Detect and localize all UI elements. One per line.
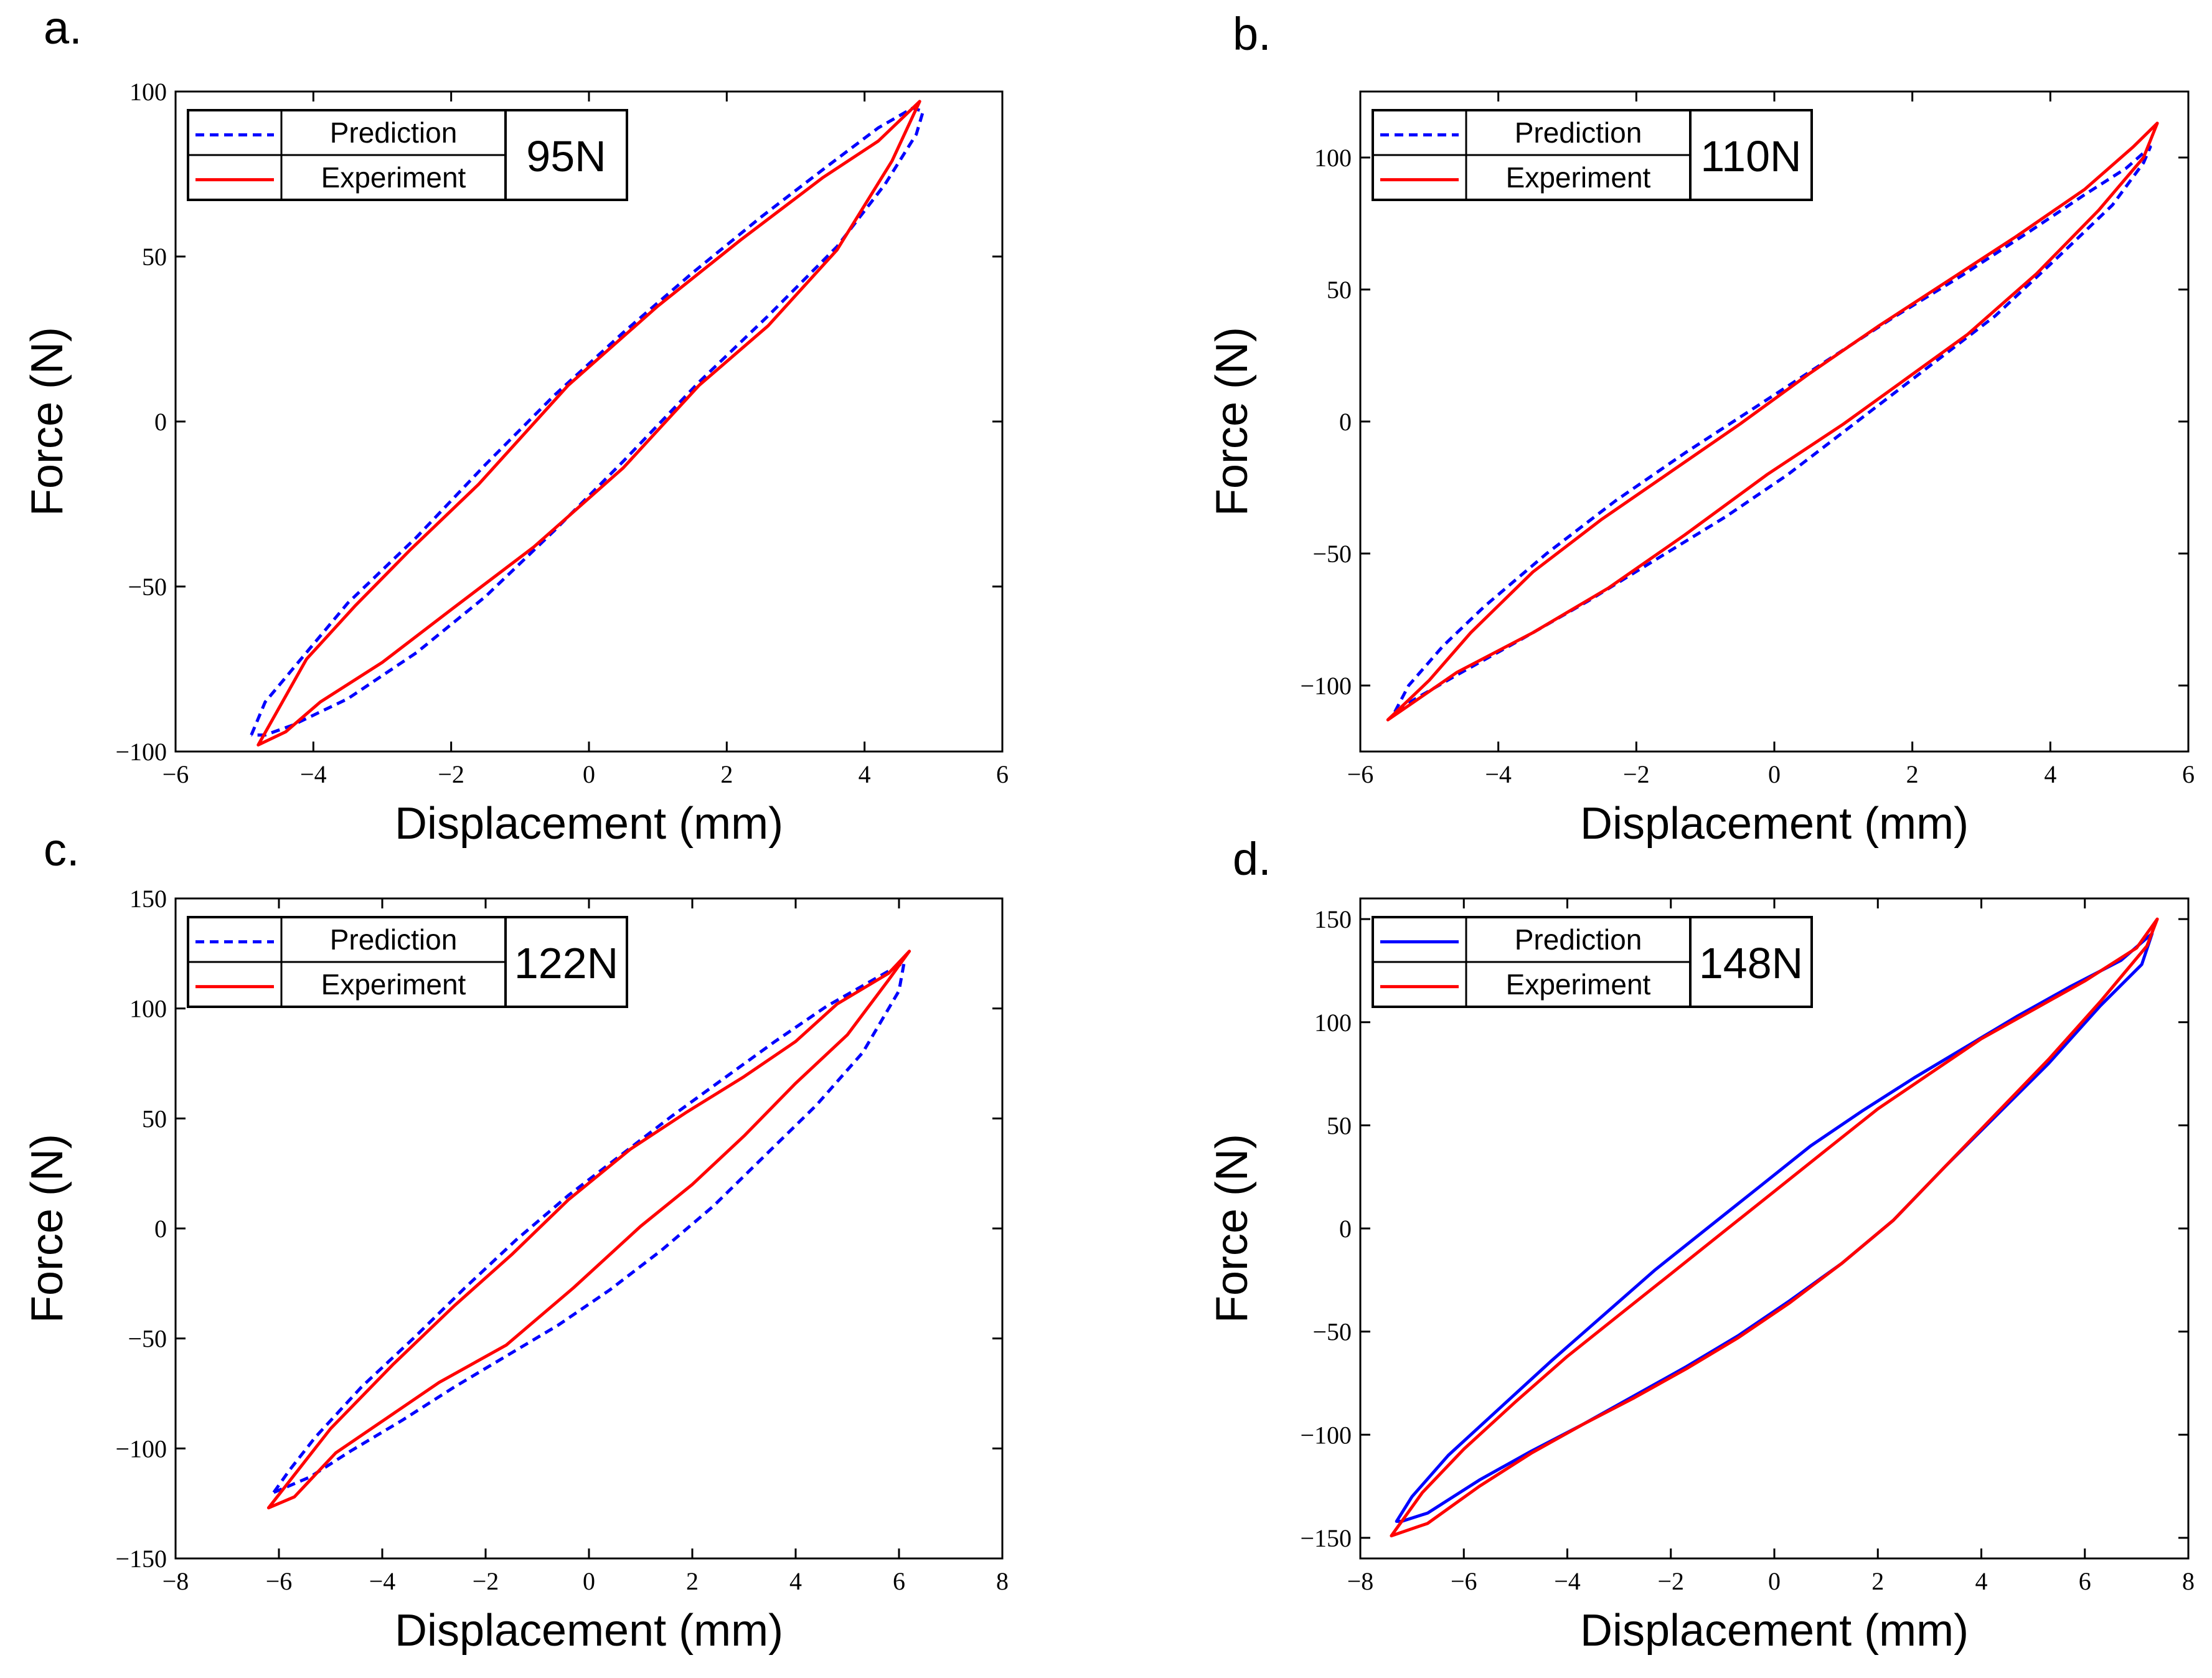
y-tick-label: 50	[142, 243, 167, 271]
series-prediction-line	[250, 106, 925, 737]
legend: Prediction Experiment 148N	[1372, 916, 1813, 1008]
x-tick-label: −8	[162, 1567, 189, 1595]
x-tick-label: −2	[473, 1567, 499, 1595]
series-experiment-line	[1390, 917, 2159, 1538]
x-tick-label: 6	[2182, 760, 2195, 788]
x-tick-label: 8	[2182, 1567, 2195, 1595]
force-amplitude-label: 148N	[1699, 939, 1803, 987]
series-prediction-line	[1393, 145, 2152, 714]
x-axis-title: Displacement (mm)	[1580, 799, 1969, 849]
y-axis-title: Force (N)	[22, 1134, 72, 1323]
legend: Prediction Experiment 122N	[187, 916, 628, 1008]
force-amplitude-label: 122N	[514, 939, 618, 987]
panel-letter: d.	[1233, 833, 1271, 885]
force-amplitude-label: 95N	[526, 132, 606, 181]
panel-letter: c.	[44, 824, 80, 875]
series-experiment-line	[1386, 121, 2159, 722]
x-tick-label: −4	[1554, 1567, 1581, 1595]
y-tick-label: 0	[154, 408, 167, 436]
y-axis-title: Force (N)	[1207, 327, 1257, 516]
legend-label-prediction: Prediction	[1515, 116, 1642, 149]
x-tick-label: −4	[1485, 760, 1512, 788]
series-experiment-line	[266, 950, 911, 1510]
x-tick-label: 8	[996, 1567, 1009, 1595]
chart-panel-2: b. −6 −4 −2 0 2 4 6 −100 −50 0 50 100 Displacement (m…	[1207, 8, 2195, 849]
panel-letter: a.	[44, 2, 82, 54]
y-tick-label: 0	[154, 1215, 167, 1243]
legend-label-experiment: Experiment	[321, 161, 466, 194]
y-axis-title: Force (N)	[22, 327, 72, 516]
x-tick-label: 0	[1768, 1567, 1781, 1595]
y-tick-label: 100	[129, 995, 167, 1023]
x-tick-label: −2	[1623, 760, 1650, 788]
x-tick-label: 2	[1906, 760, 1919, 788]
series-prediction-line	[1395, 931, 2154, 1523]
panel-letter: b.	[1233, 8, 1271, 60]
y-tick-label: −50	[128, 1325, 167, 1353]
x-tick-label: 6	[893, 1567, 905, 1595]
x-axis-title: Displacement (mm)	[1580, 1606, 1969, 1656]
y-tick-label: 100	[1314, 144, 1352, 172]
x-tick-label: 0	[1768, 760, 1781, 788]
y-tick-label: −100	[115, 738, 167, 766]
chart-panel-4: d. −8 −6 −4 −2 0 2 4 6 8 −150 −100 −50 0 50 100 150 Displ…	[1207, 833, 2195, 1656]
x-tick-label: −4	[300, 760, 327, 788]
y-tick-label: −50	[1312, 540, 1352, 568]
y-tick-label: 100	[129, 78, 167, 106]
x-tick-label: −6	[1347, 760, 1374, 788]
series-prediction-line	[272, 961, 906, 1494]
legend: Prediction Experiment 110N	[1372, 109, 1813, 201]
x-tick-label: −4	[369, 1567, 396, 1595]
x-tick-label: −2	[1657, 1567, 1684, 1595]
legend-label-prediction: Prediction	[330, 923, 458, 956]
x-tick-label: 4	[2044, 760, 2056, 788]
y-tick-label: 0	[1339, 408, 1352, 436]
x-tick-label: 4	[859, 760, 871, 788]
x-tick-label: −6	[162, 760, 189, 788]
x-tick-label: 6	[996, 760, 1009, 788]
y-tick-label: 150	[129, 885, 167, 913]
x-tick-label: 2	[1871, 1567, 1884, 1595]
y-tick-label: −100	[1300, 1421, 1352, 1449]
y-tick-label: 100	[1314, 1009, 1352, 1037]
y-tick-label: 50	[1327, 276, 1352, 304]
y-tick-label: 50	[142, 1105, 167, 1133]
x-tick-label: −6	[266, 1567, 293, 1595]
y-tick-label: −150	[1300, 1524, 1352, 1552]
x-tick-label: 2	[720, 760, 733, 788]
x-tick-label: −6	[1451, 1567, 1477, 1595]
y-tick-label: −100	[115, 1435, 167, 1463]
force-amplitude-label: 110N	[1700, 132, 1801, 181]
x-tick-label: 4	[1975, 1567, 1988, 1595]
legend-label-experiment: Experiment	[1506, 968, 1651, 1001]
legend-label-prediction: Prediction	[1515, 923, 1642, 956]
chart-panel-1: a. −6 −4 −2 0 2 4 6 −100 −50 0 50 100 Displacement (m…	[22, 2, 1009, 849]
y-axis-title: Force (N)	[1207, 1134, 1257, 1323]
y-tick-label: −50	[1312, 1318, 1352, 1346]
x-tick-label: 0	[583, 1567, 595, 1595]
legend-label-prediction: Prediction	[330, 116, 458, 149]
x-tick-label: 2	[686, 1567, 699, 1595]
y-tick-label: −50	[128, 573, 167, 601]
x-tick-label: −2	[438, 760, 464, 788]
x-axis-title: Displacement (mm)	[395, 1606, 783, 1656]
y-tick-label: 0	[1339, 1215, 1352, 1243]
y-tick-label: −150	[115, 1545, 167, 1573]
chart-panel-3: c. −8 −6 −4 −2 0 2 4 6 8 −150 −100 −50 0 50 100 150 Displ…	[22, 824, 1009, 1656]
x-axis-title: Displacement (mm)	[395, 799, 783, 849]
x-tick-label: 4	[789, 1567, 802, 1595]
x-tick-label: 0	[583, 760, 595, 788]
y-tick-label: −100	[1300, 672, 1352, 700]
x-tick-label: −8	[1347, 1567, 1374, 1595]
legend: Prediction Experiment 95N	[187, 109, 628, 201]
y-tick-label: 150	[1314, 905, 1352, 933]
series-experiment-line	[256, 100, 921, 747]
legend-label-experiment: Experiment	[321, 968, 466, 1001]
x-tick-label: 6	[2079, 1567, 2091, 1595]
y-tick-label: 50	[1327, 1111, 1352, 1139]
legend-label-experiment: Experiment	[1506, 161, 1651, 194]
